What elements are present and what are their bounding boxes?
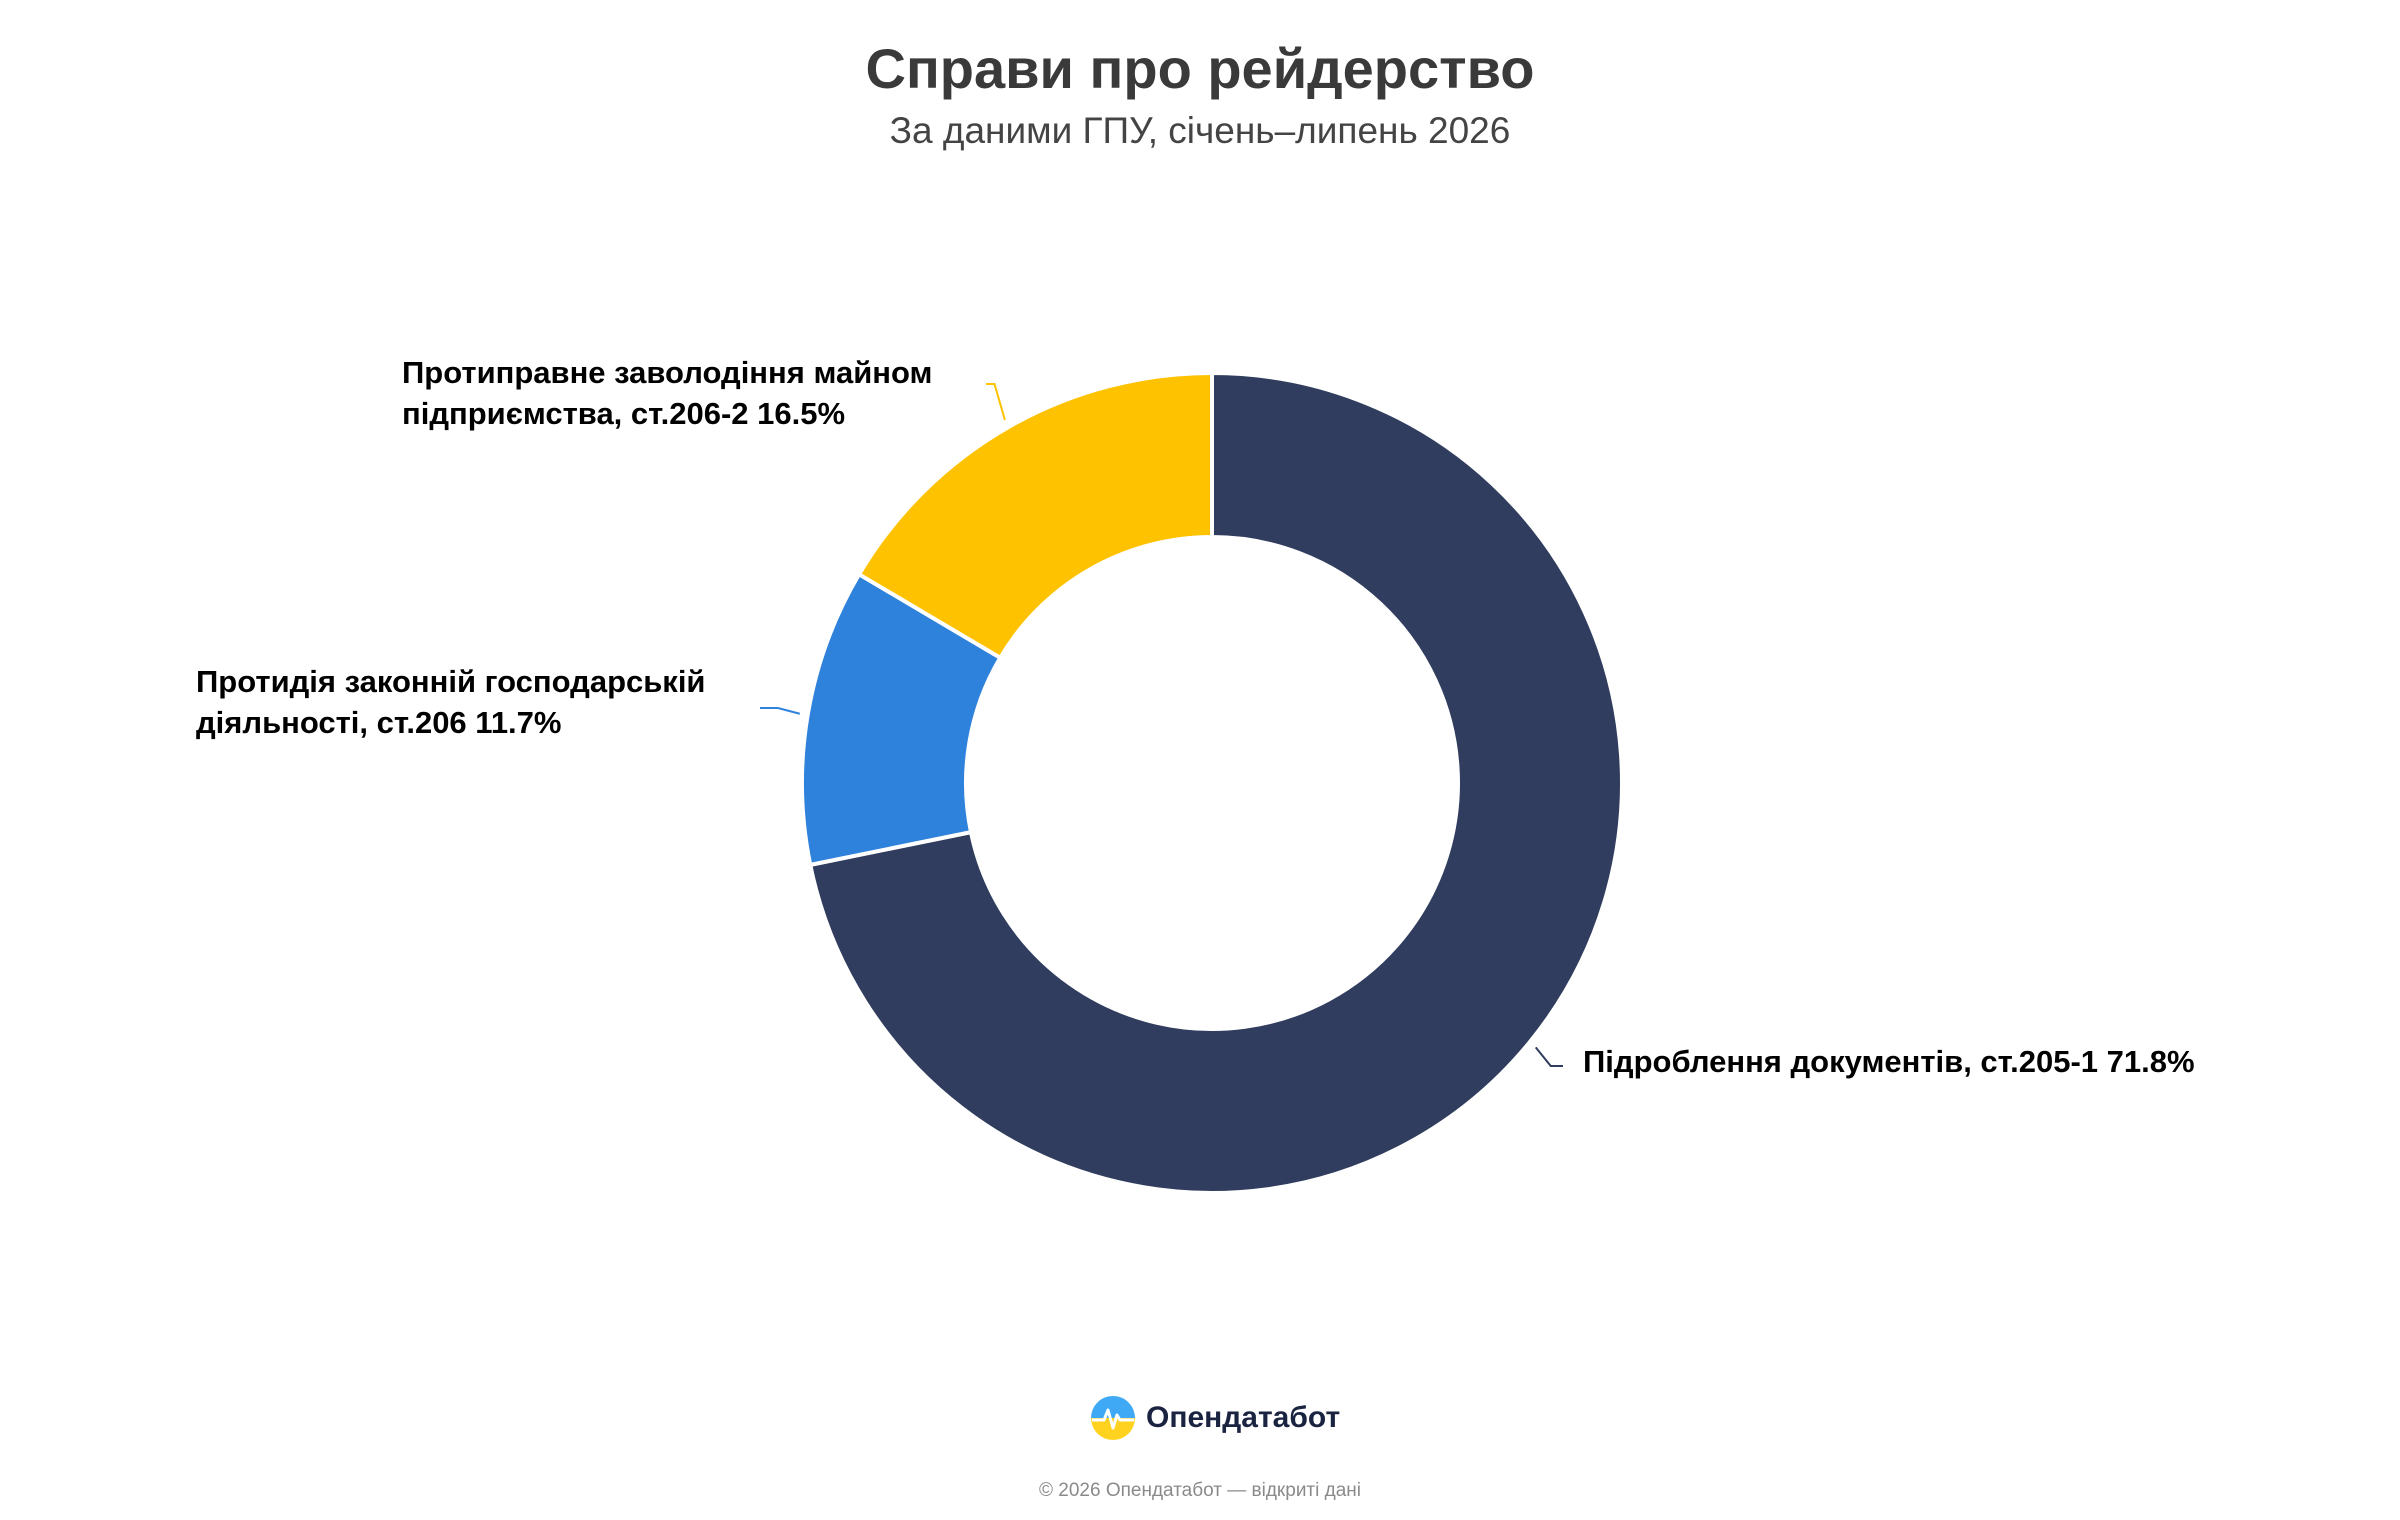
donut-slice-0 bbox=[808, 371, 1624, 1195]
label-slice-2: Протиправне заволодіння майном підприємс… bbox=[402, 355, 941, 431]
label-slice-0: Підроблення документів, ст.205-1 71.8% bbox=[1583, 1044, 2195, 1079]
opendatabot-logo-icon bbox=[1091, 1396, 1135, 1440]
leader-line-0 bbox=[1534, 1046, 1563, 1067]
label-slice-1-line-2: діяльності, ст.206 11.7% bbox=[196, 705, 561, 740]
brand: Опендатабот bbox=[1090, 1393, 1340, 1443]
donut-slice-2 bbox=[857, 371, 1214, 660]
leader-line-1 bbox=[760, 707, 801, 715]
label-slice-1: Протидія законній господарській діяльнос… bbox=[196, 664, 714, 740]
label-slice-2-line-1: Протиправне заволодіння майном bbox=[402, 355, 932, 390]
chart-title: Справи про рейдерство bbox=[865, 37, 1535, 100]
chart-subtitle: За даними ГПУ, січень–липень 2026 bbox=[889, 110, 1511, 151]
brand-name: Опендатабот bbox=[1146, 1401, 1341, 1434]
label-slice-2-line-2: підприємства, ст.206-2 16.5% bbox=[402, 396, 845, 431]
leader-line-2 bbox=[986, 383, 1006, 421]
label-slice-1-line-1: Протидія законній господарській bbox=[196, 664, 706, 699]
copyright: © 2026 Опендатабот — відкриті дані bbox=[1039, 1480, 1361, 1501]
